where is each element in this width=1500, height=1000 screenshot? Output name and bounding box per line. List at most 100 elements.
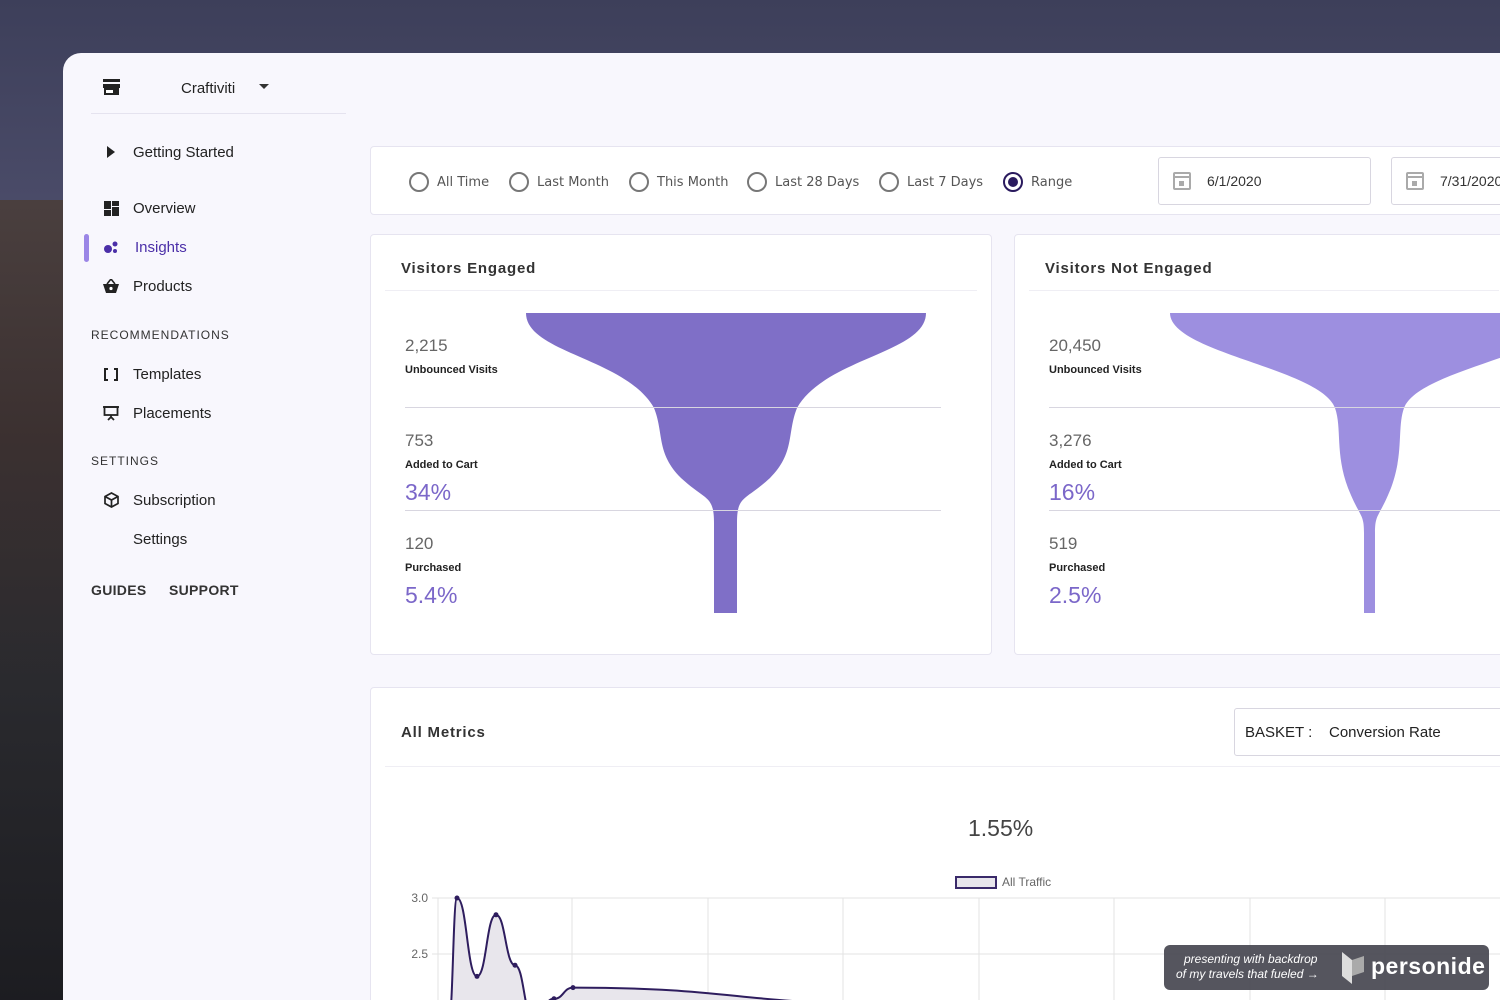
- personide-logo-icon: [1342, 952, 1364, 984]
- chart-legend: All Traffic: [955, 875, 1051, 889]
- sidebar-item-getting-started[interactable]: Getting Started: [63, 136, 343, 168]
- added-to-cart-label: Added to Cart: [405, 459, 478, 471]
- purchased-label: Purchased: [1049, 562, 1106, 574]
- sidebar-item-settings[interactable]: Settings: [63, 523, 343, 555]
- sidebar-item-placements[interactable]: Placements: [63, 397, 343, 429]
- purchased-percent: 5.4%: [405, 582, 458, 608]
- store-icon: [103, 79, 120, 95]
- guides-link[interactable]: GUIDES: [91, 582, 147, 598]
- radio-circle: [1003, 172, 1023, 192]
- sidebar-item-label: Insights: [135, 238, 187, 256]
- legend-label: All Traffic: [1002, 875, 1052, 889]
- card-title: Visitors Not Engaged: [1045, 260, 1213, 277]
- divider: [1029, 290, 1499, 291]
- radio-label: All Time: [437, 174, 490, 190]
- store-name: Craftiviti: [181, 80, 236, 97]
- funnel-shape-engaged: [526, 313, 926, 613]
- legend-swatch: [955, 875, 997, 889]
- data-point[interactable]: [493, 912, 499, 918]
- radio-circle: [409, 172, 429, 192]
- unbounced-visits-count: 20,450: [1049, 336, 1101, 355]
- select-value: Conversion Rate: [1329, 724, 1441, 741]
- purchased-count: 519: [1049, 534, 1078, 553]
- chevron-down-icon: [259, 84, 269, 89]
- radio-circle: [747, 172, 767, 192]
- sidebar-item-templates[interactable]: Templates: [63, 358, 343, 390]
- data-point[interactable]: [474, 973, 480, 979]
- card-title: All Metrics: [401, 724, 486, 741]
- card-title: Visitors Engaged: [401, 260, 537, 277]
- sidebar-item-insights[interactable]: Insights: [63, 231, 343, 263]
- date-filter-bar: All Time Last Month This Month Last 28 D…: [370, 146, 1500, 215]
- divider: [385, 766, 1500, 767]
- calendar-icon: [1406, 172, 1424, 190]
- metric-select[interactable]: BASKET : Conversion Rate: [1234, 708, 1500, 756]
- radio-label: Last 7 Days: [907, 174, 984, 190]
- row-divider: [405, 407, 941, 408]
- funnel-path: [1170, 313, 1500, 613]
- data-point[interactable]: [454, 895, 460, 901]
- sidebar-item-label: Products: [133, 277, 193, 295]
- unbounced-visits-label: Unbounced Visits: [1049, 364, 1142, 376]
- added-to-cart-count: 753: [405, 431, 434, 450]
- row-divider: [1049, 510, 1500, 511]
- play-icon: [103, 144, 119, 160]
- funnel-card-not-engaged: Visitors Not Engaged 20,450 Unbounced Vi…: [1014, 234, 1500, 655]
- added-to-cart-percent: 34%: [405, 479, 452, 505]
- divider: [385, 290, 977, 291]
- radio-last-28-days[interactable]: Last 28 Days: [747, 172, 859, 192]
- watermark-brand: personide: [1371, 953, 1486, 979]
- radio-last-7-days[interactable]: Last 7 Days: [879, 172, 983, 192]
- radio-all-time[interactable]: All Time: [409, 172, 489, 192]
- radio-label: Last 28 Days: [775, 174, 860, 190]
- y-tick-label: 2.5: [411, 947, 428, 961]
- presentation-board-icon: [103, 405, 119, 421]
- dashboard-icon: [103, 200, 119, 216]
- bubble-chart-icon: [103, 239, 119, 255]
- radio-circle: [879, 172, 899, 192]
- package-icon: [103, 492, 119, 508]
- radio-label: Last Month: [537, 174, 609, 190]
- radio-last-month[interactable]: Last Month: [509, 172, 609, 192]
- active-indicator: [84, 234, 89, 262]
- watermark-line-1: presenting with backdrop: [1184, 952, 1318, 966]
- sidebar-item-label: Placements: [133, 404, 212, 422]
- metric-big-value: 1.55%: [968, 815, 1034, 841]
- row-divider: [405, 510, 941, 511]
- purchased-label: Purchased: [405, 562, 462, 574]
- line-chart: 3.0 2.5: [411, 891, 1500, 1000]
- data-point[interactable]: [570, 985, 576, 991]
- store-selector[interactable]: Craftiviti: [91, 53, 346, 114]
- added-to-cart-percent: 16%: [1049, 479, 1096, 505]
- data-point[interactable]: [512, 962, 518, 968]
- section-label-settings: SETTINGS: [91, 454, 160, 468]
- end-date-value: 7/31/2020: [1440, 173, 1500, 189]
- brackets-icon: [103, 366, 119, 382]
- unbounced-visits-label: Unbounced Visits: [405, 364, 498, 376]
- start-date-value: 6/1/2020: [1207, 173, 1262, 189]
- watermark-badge[interactable]: presenting with backdrop of my travels t…: [1164, 945, 1489, 990]
- y-tick-label: 3.0: [411, 891, 428, 905]
- funnel-shape-not-engaged: [1170, 313, 1500, 613]
- background-photo: [0, 200, 70, 1000]
- purchased-count: 120: [405, 534, 434, 553]
- radio-label: This Month: [657, 174, 729, 190]
- support-link[interactable]: SUPPORT: [169, 582, 239, 598]
- sidebar-item-subscription[interactable]: Subscription: [63, 484, 343, 516]
- end-date-field[interactable]: 7/31/2020: [1391, 157, 1500, 205]
- sidebar-item-overview[interactable]: Overview: [63, 192, 343, 224]
- sidebar-item-label: Settings: [133, 530, 188, 548]
- series-area: [451, 898, 780, 1000]
- unbounced-visits-count: 2,215: [405, 336, 448, 355]
- sidebar-item-products[interactable]: Products: [63, 270, 343, 302]
- funnel-card-engaged: Visitors Engaged 2,215 Unbounced Visits …: [370, 234, 992, 655]
- sidebar-item-label: Getting Started: [133, 143, 234, 161]
- sidebar: Craftiviti Getting Started Overview Insi…: [63, 53, 363, 1000]
- start-date-field[interactable]: 6/1/2020: [1158, 157, 1371, 205]
- radio-this-month[interactable]: This Month: [629, 172, 728, 192]
- select-key: BASKET :: [1245, 724, 1313, 741]
- basket-icon: [103, 278, 119, 294]
- radio-range[interactable]: Range: [1003, 172, 1072, 192]
- data-point[interactable]: [551, 996, 557, 1000]
- added-to-cart-count: 3,276: [1049, 431, 1092, 450]
